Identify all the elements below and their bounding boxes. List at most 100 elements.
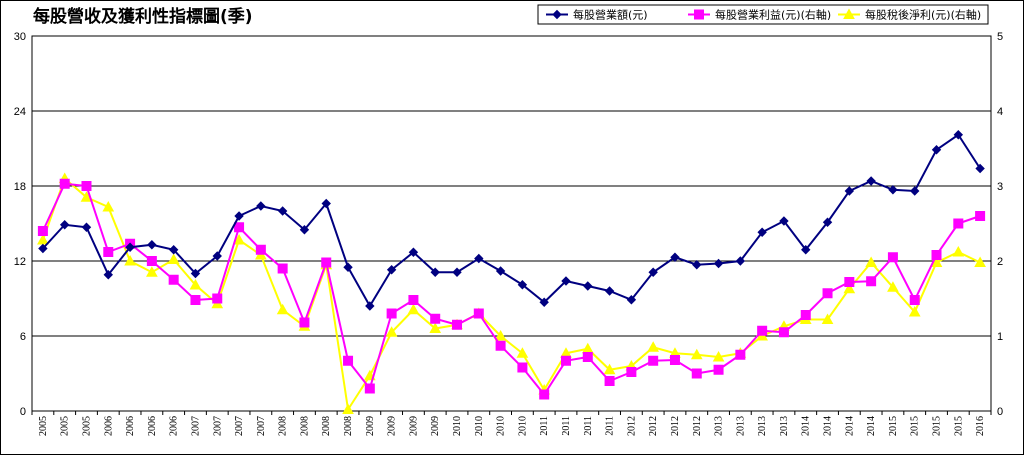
x-tick-label: 2006 (147, 416, 158, 436)
data-point (386, 308, 397, 319)
data-point (931, 145, 942, 155)
data-point (495, 266, 506, 276)
data-point (147, 240, 157, 250)
x-tick-label: 2010 (517, 416, 528, 436)
legend-marker (843, 8, 855, 19)
data-point (212, 293, 223, 304)
left-tick-label: 6 (20, 331, 26, 343)
data-point (189, 278, 202, 290)
x-tick-label: 2009 (408, 416, 419, 436)
data-point (256, 201, 266, 211)
x-tick-label: 2015 (953, 416, 964, 436)
data-point (603, 363, 616, 375)
x-tick-label: 2013 (735, 416, 746, 436)
data-point (626, 295, 637, 305)
x-tick-label: 2010 (452, 416, 463, 436)
data-point (430, 267, 440, 277)
x-tick-label: 2010 (496, 416, 507, 436)
x-tick-label: 2008 (278, 416, 289, 436)
data-point (212, 251, 222, 261)
x-tick-label: 2006 (125, 416, 136, 436)
data-point (452, 319, 463, 330)
data-point (234, 222, 245, 233)
data-point (952, 245, 965, 257)
data-point (669, 355, 680, 365)
data-point (865, 256, 877, 267)
data-point (931, 250, 942, 260)
x-tick-label: 2015 (932, 416, 943, 436)
data-point (299, 225, 310, 235)
x-tick-label: 2007 (256, 416, 267, 436)
x-tick-label: 2012 (648, 416, 659, 436)
data-point (516, 347, 529, 358)
data-point (386, 265, 397, 275)
data-point (821, 313, 834, 324)
data-point (691, 368, 702, 379)
right-tick-label: 2 (997, 256, 1003, 268)
legend-marker (694, 9, 704, 20)
data-point (407, 303, 420, 315)
x-tick-label: 2006 (103, 416, 114, 436)
data-point (38, 243, 48, 254)
data-point (712, 350, 725, 362)
right-tick-label: 4 (997, 106, 1003, 118)
data-point (168, 274, 179, 285)
x-tick-label: 2015 (888, 416, 899, 436)
left-tick-label: 0 (20, 406, 26, 418)
data-point (539, 389, 550, 400)
data-point (866, 176, 876, 186)
legend-marker (552, 9, 562, 20)
data-point (888, 185, 898, 195)
data-point (975, 163, 985, 174)
x-tick-label: 2014 (823, 416, 834, 436)
x-tick-label: 2012 (670, 416, 681, 436)
data-point (517, 280, 528, 290)
x-tick-label: 2016 (975, 416, 986, 436)
x-tick-label: 2011 (561, 416, 572, 436)
legend-label: 每股營業額(元) (573, 8, 648, 22)
x-tick-label: 2005 (60, 416, 71, 436)
x-tick-label: 2013 (714, 416, 725, 436)
data-point (953, 130, 964, 140)
data-point (583, 281, 593, 291)
data-point (801, 245, 811, 255)
data-point (452, 267, 462, 277)
data-point (277, 206, 288, 216)
x-tick-label: 2008 (321, 416, 332, 436)
data-point (408, 247, 419, 257)
right-tick-label: 3 (997, 181, 1003, 193)
x-tick-label: 2005 (81, 416, 92, 436)
data-point (37, 226, 48, 236)
data-point (102, 200, 115, 212)
data-point (975, 211, 986, 221)
data-point (343, 262, 353, 272)
data-point (690, 348, 703, 360)
data-point (430, 313, 441, 324)
data-point (146, 256, 157, 266)
data-point (59, 220, 70, 230)
data-point (167, 253, 180, 264)
data-point (299, 317, 310, 328)
data-point (103, 270, 113, 280)
x-tick-label: 2013 (779, 416, 790, 436)
data-point (429, 322, 442, 333)
data-point (255, 244, 266, 255)
data-point (473, 308, 484, 319)
data-point (124, 254, 136, 266)
data-point (234, 211, 244, 221)
x-tick-label: 2014 (801, 416, 812, 436)
data-point (408, 295, 419, 305)
data-point (692, 260, 702, 270)
data-point (190, 295, 201, 305)
data-point (843, 282, 856, 294)
data-point (190, 268, 201, 279)
data-point (277, 263, 288, 274)
data-point (822, 217, 833, 227)
data-point (539, 297, 549, 307)
data-point (474, 253, 484, 264)
legend-label: 每股營業利益(元)(右軸) (715, 8, 831, 22)
data-point (604, 286, 615, 296)
series-line (42, 133, 981, 308)
data-point (908, 305, 921, 317)
